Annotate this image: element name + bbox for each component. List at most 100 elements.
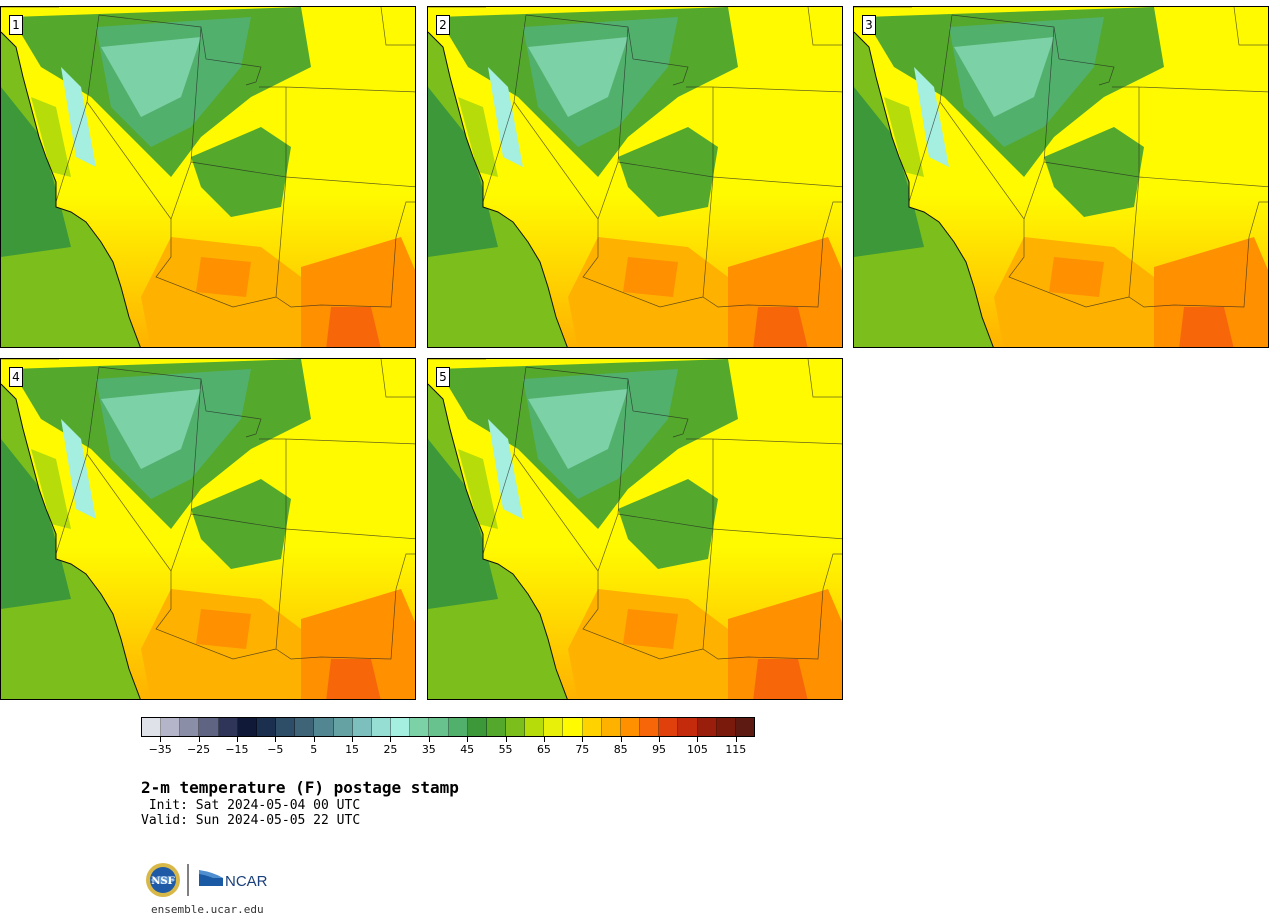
sierra-nevada	[61, 419, 96, 519]
sierra-nevada	[61, 67, 96, 167]
southern-plains-hot	[728, 589, 842, 699]
rocky-mountains	[191, 127, 291, 217]
hot-spot	[196, 257, 251, 297]
colorbar-tick-label: 75	[575, 743, 590, 756]
cold-ocean-area	[428, 439, 498, 609]
colorbar-tick	[236, 737, 238, 742]
colorbar-segment	[256, 718, 277, 736]
southern-plains-hot	[301, 589, 415, 699]
colorbar-tick	[543, 737, 545, 742]
colorbar-segment	[525, 718, 545, 736]
colorbar-tick	[390, 737, 392, 742]
colorbar-tick-label: 65	[536, 743, 551, 756]
colorbar-tick-label: −25	[186, 743, 211, 756]
colorbar-tick	[659, 737, 661, 742]
hot-spot	[623, 609, 678, 649]
snow-peaks	[528, 389, 628, 469]
colorbar-segment	[218, 718, 238, 736]
cold-ocean-area	[1, 439, 71, 609]
central-valley	[31, 449, 71, 529]
ncar-logo: NCAR	[199, 870, 268, 890]
hottest-region	[753, 659, 808, 699]
colorbar-tick	[198, 737, 200, 742]
colorbar-segment	[659, 718, 679, 736]
state-boundaries	[428, 7, 842, 308]
colorbar-segment	[180, 718, 200, 736]
forecast-panel-2: 2	[427, 6, 843, 348]
snow-peaks	[101, 37, 201, 117]
colorbar-tick-label: 25	[383, 743, 398, 756]
colorbar-segment	[391, 718, 411, 736]
product-title: 2-m temperature (F) postage stamp	[141, 778, 459, 797]
colorbar-segment	[333, 718, 353, 736]
forecast-panel-1: 1	[0, 6, 416, 348]
panel-number: 5	[436, 367, 450, 387]
panel-number: 3	[862, 15, 876, 35]
temperature-colorbar	[141, 717, 755, 737]
svg-text:NCAR: NCAR	[225, 873, 268, 890]
coastline	[1, 31, 141, 347]
hottest-region	[753, 307, 808, 347]
cold-ocean-area	[854, 87, 924, 257]
colorbar-tick-label: 95	[652, 743, 667, 756]
state-boundaries	[1, 359, 415, 660]
rocky-mountains	[618, 127, 718, 217]
hottest-region	[326, 307, 381, 347]
sierra-nevada	[914, 67, 949, 167]
valid-time: Valid: Sun 2024-05-05 22 UTC	[141, 813, 361, 828]
central-valley	[458, 449, 498, 529]
central-valley	[458, 97, 498, 177]
cold-ocean-area	[1, 87, 71, 257]
colorbar-segment	[601, 718, 621, 736]
hottest-region	[1179, 307, 1234, 347]
colorbar-tick-label: 5	[310, 743, 318, 756]
nsf-logo: NSF	[146, 863, 180, 897]
colorbar-segment	[161, 718, 181, 736]
colorbar-tick-label: 55	[498, 743, 513, 756]
colorbar-segment	[410, 718, 430, 736]
colorbar-tick	[428, 737, 430, 742]
forecast-panel-4: 4	[0, 358, 416, 700]
colorbar-segment	[199, 718, 219, 736]
coastline	[428, 383, 568, 699]
central-valley	[31, 97, 71, 177]
colorbar-tick-label: 115	[725, 743, 747, 756]
colorbar-segment	[448, 718, 468, 736]
colorbar-tick-label: −35	[148, 743, 172, 756]
coastline	[428, 31, 568, 347]
panel-number: 2	[436, 15, 450, 35]
colorbar-tick-label: −5	[267, 743, 284, 756]
colorbar-segment	[563, 718, 583, 736]
colorbar-segment	[371, 718, 392, 736]
logos: NSF NCAR	[143, 858, 283, 904]
footer-url: ensemble.ucar.edu	[151, 903, 264, 916]
hot-spot	[623, 257, 678, 297]
colorbar-segment	[276, 718, 296, 736]
colorbar-segment	[620, 718, 641, 736]
colorbar-tick	[505, 737, 507, 742]
colorbar-tick	[352, 737, 354, 742]
rocky-mountains	[191, 479, 291, 569]
panel-number: 1	[9, 15, 23, 35]
colorbar-segment	[640, 718, 660, 736]
colorbar-segment	[295, 718, 315, 736]
colorbar-tick	[620, 737, 622, 742]
colorbar-segment	[486, 718, 506, 736]
colorbar-ticks: −35 −25 −15 −5 5 15 25 35 45 55 65 75 85 95 105 115	[141, 737, 755, 757]
colorbar-tick-label: 15	[345, 743, 360, 756]
hot-spot	[1049, 257, 1104, 297]
colorbar-tick	[735, 737, 737, 742]
colorbar-segment	[352, 718, 372, 736]
colorbar-tick	[275, 737, 277, 742]
panel-number: 4	[9, 367, 23, 387]
init-time: Init: Sat 2024-05-04 00 UTC	[141, 798, 361, 813]
colorbar-segment	[544, 718, 564, 736]
coastline	[1, 383, 141, 699]
colorbar-tick-label: 45	[460, 743, 475, 756]
colorbar-tick-label: 105	[686, 743, 708, 756]
cold-ocean-area	[428, 87, 498, 257]
snow-peaks	[954, 37, 1054, 117]
coastline	[854, 31, 994, 347]
colorbar-tick-label: 35	[421, 743, 436, 756]
svg-text:NSF: NSF	[151, 876, 174, 887]
